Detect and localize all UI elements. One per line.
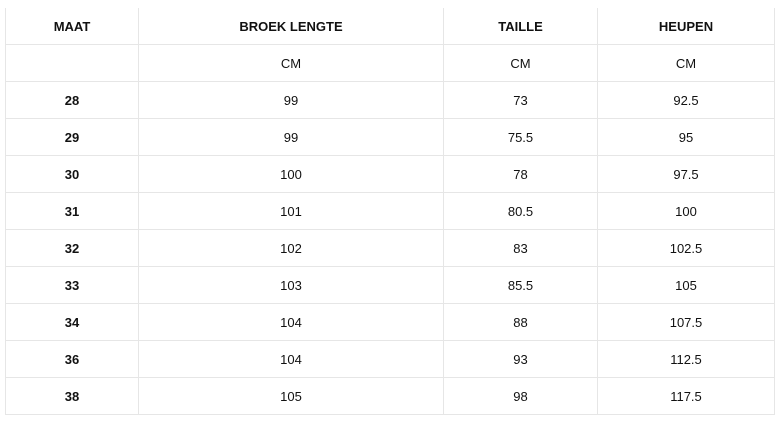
hips-cell: 105 xyxy=(597,266,775,304)
waist-cell: 73 xyxy=(443,81,598,119)
waist-cell: 78 xyxy=(443,155,598,193)
size-chart-table: MAAT BROEK LENGTE TAILLE HEUPEN CM CM CM… xyxy=(5,8,775,415)
length-cell: 99 xyxy=(138,118,444,156)
table-row: 38 105 98 117.5 xyxy=(5,377,775,415)
header-taille: TAILLE xyxy=(443,8,598,45)
hips-cell: 95 xyxy=(597,118,775,156)
hips-cell: 117.5 xyxy=(597,377,775,415)
unit-cell xyxy=(5,44,139,82)
length-cell: 101 xyxy=(138,192,444,230)
table-row: 28 99 73 92.5 xyxy=(5,81,775,119)
hips-cell: 107.5 xyxy=(597,303,775,341)
header-row: MAAT BROEK LENGTE TAILLE HEUPEN xyxy=(5,8,775,45)
table-row: 30 100 78 97.5 xyxy=(5,155,775,193)
length-cell: 102 xyxy=(138,229,444,267)
table-row: 29 99 75.5 95 xyxy=(5,118,775,156)
waist-cell: 80.5 xyxy=(443,192,598,230)
size-cell: 33 xyxy=(5,266,139,304)
size-cell: 32 xyxy=(5,229,139,267)
table-row: 33 103 85.5 105 xyxy=(5,266,775,304)
size-cell: 34 xyxy=(5,303,139,341)
hips-cell: 97.5 xyxy=(597,155,775,193)
table-row: 36 104 93 112.5 xyxy=(5,340,775,378)
size-cell: 36 xyxy=(5,340,139,378)
hips-cell: 102.5 xyxy=(597,229,775,267)
table-row: 32 102 83 102.5 xyxy=(5,229,775,267)
size-cell: 28 xyxy=(5,81,139,119)
hips-cell: 100 xyxy=(597,192,775,230)
units-row: CM CM CM xyxy=(5,44,775,82)
hips-cell: 112.5 xyxy=(597,340,775,378)
waist-cell: 93 xyxy=(443,340,598,378)
size-cell: 31 xyxy=(5,192,139,230)
header-maat: MAAT xyxy=(5,8,139,45)
hips-cell: 92.5 xyxy=(597,81,775,119)
table-row: 31 101 80.5 100 xyxy=(5,192,775,230)
size-cell: 29 xyxy=(5,118,139,156)
length-cell: 103 xyxy=(138,266,444,304)
size-cell: 38 xyxy=(5,377,139,415)
unit-cell: CM xyxy=(443,44,598,82)
waist-cell: 75.5 xyxy=(443,118,598,156)
unit-cell: CM xyxy=(138,44,444,82)
header-broek-lengte: BROEK LENGTE xyxy=(138,8,444,45)
waist-cell: 83 xyxy=(443,229,598,267)
length-cell: 104 xyxy=(138,340,444,378)
size-cell: 30 xyxy=(5,155,139,193)
length-cell: 104 xyxy=(138,303,444,341)
unit-cell: CM xyxy=(597,44,775,82)
length-cell: 105 xyxy=(138,377,444,415)
waist-cell: 85.5 xyxy=(443,266,598,304)
waist-cell: 98 xyxy=(443,377,598,415)
waist-cell: 88 xyxy=(443,303,598,341)
table-row: 34 104 88 107.5 xyxy=(5,303,775,341)
header-heupen: HEUPEN xyxy=(597,8,775,45)
length-cell: 99 xyxy=(138,81,444,119)
length-cell: 100 xyxy=(138,155,444,193)
